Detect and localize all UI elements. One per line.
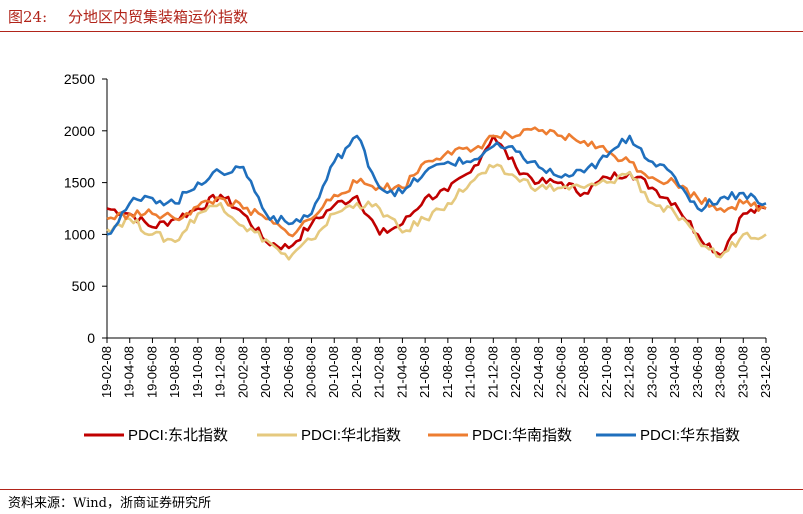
y-tick-label: 0 [87,330,95,346]
x-tick-label: 20-06-08 [281,346,296,398]
x-tick-label: 20-02-08 [235,346,250,398]
series-layer [106,126,767,261]
x-tick-label: 23-06-08 [690,346,705,398]
y-tick-label: 2500 [64,71,95,87]
y-tick-label: 500 [72,278,96,294]
x-tick-label: 20-04-08 [258,346,273,398]
x-axis: 19-02-08 19-04-08 19-06-08 19-08-08 19-10-08… [99,337,773,398]
x-tick-label: 23-08-08 [713,346,728,398]
x-tick-label: 19-08-08 [167,346,182,398]
legend-label-1: PDCI:东北指数 [128,427,228,444]
x-tick-label: 21-12-08 [485,346,500,398]
series-line-3 [106,126,767,238]
x-tick-label: 21-10-08 [463,346,478,398]
series-line-2 [106,163,767,261]
x-tick-label: 23-10-08 [735,346,750,398]
x-tick-label: 21-04-08 [394,346,409,398]
x-tick-label: 22-08-08 [576,346,591,398]
x-tick-label: 20-12-08 [349,346,364,398]
series-line-1 [106,134,767,257]
x-tick-label: 21-02-08 [372,346,387,398]
y-tick-label: 1500 [64,175,95,191]
source-note: 资料来源：Wind，浙商证券研究所 [8,496,211,511]
legend-label-4: PDCI:华东指数 [640,427,740,444]
legend: PDCI:东北指数 PDCI:华北指数 PDCI:华南指数 PDCI:华东指数 [84,427,740,444]
y-axis: 0 500 1000 1500 2000 2500 [64,71,108,346]
x-tick-label: 19-02-08 [99,346,114,398]
x-tick-label: 23-04-08 [667,346,682,398]
y-tick-label: 2000 [64,123,95,139]
x-tick-label: 22-10-08 [599,346,614,398]
x-tick-label: 22-04-08 [531,346,546,398]
figure-title: 分地区内贸集装箱运价指数 [68,8,249,26]
figure-label: 图24: [8,8,48,26]
legend-label-2: PDCI:华北指数 [301,427,401,444]
x-tick-label: 23-02-08 [644,346,659,398]
x-tick-label: 19-12-08 [213,346,228,398]
x-tick-label: 19-04-08 [122,346,137,398]
x-tick-label: 21-06-08 [417,346,432,398]
x-tick-label: 19-06-08 [144,346,159,398]
x-tick-label: 21-08-08 [440,346,455,398]
x-tick-label: 22-02-08 [508,346,523,398]
top-divider [0,31,803,32]
x-tick-label: 22-12-08 [622,346,637,398]
figure-header: 图24: 分地区内贸集装箱运价指数 [0,0,803,32]
legend-label-3: PDCI:华南指数 [472,427,572,444]
x-tick-label: 20-08-08 [304,346,319,398]
series-line-4 [106,134,767,236]
x-tick-label: 19-10-08 [190,346,205,398]
bottom-divider [0,489,803,490]
x-tick-label: 23-12-08 [758,346,773,398]
x-tick-label: 22-06-08 [553,346,568,398]
x-tick-label: 20-10-08 [326,346,341,398]
y-tick-label: 1000 [64,226,95,242]
